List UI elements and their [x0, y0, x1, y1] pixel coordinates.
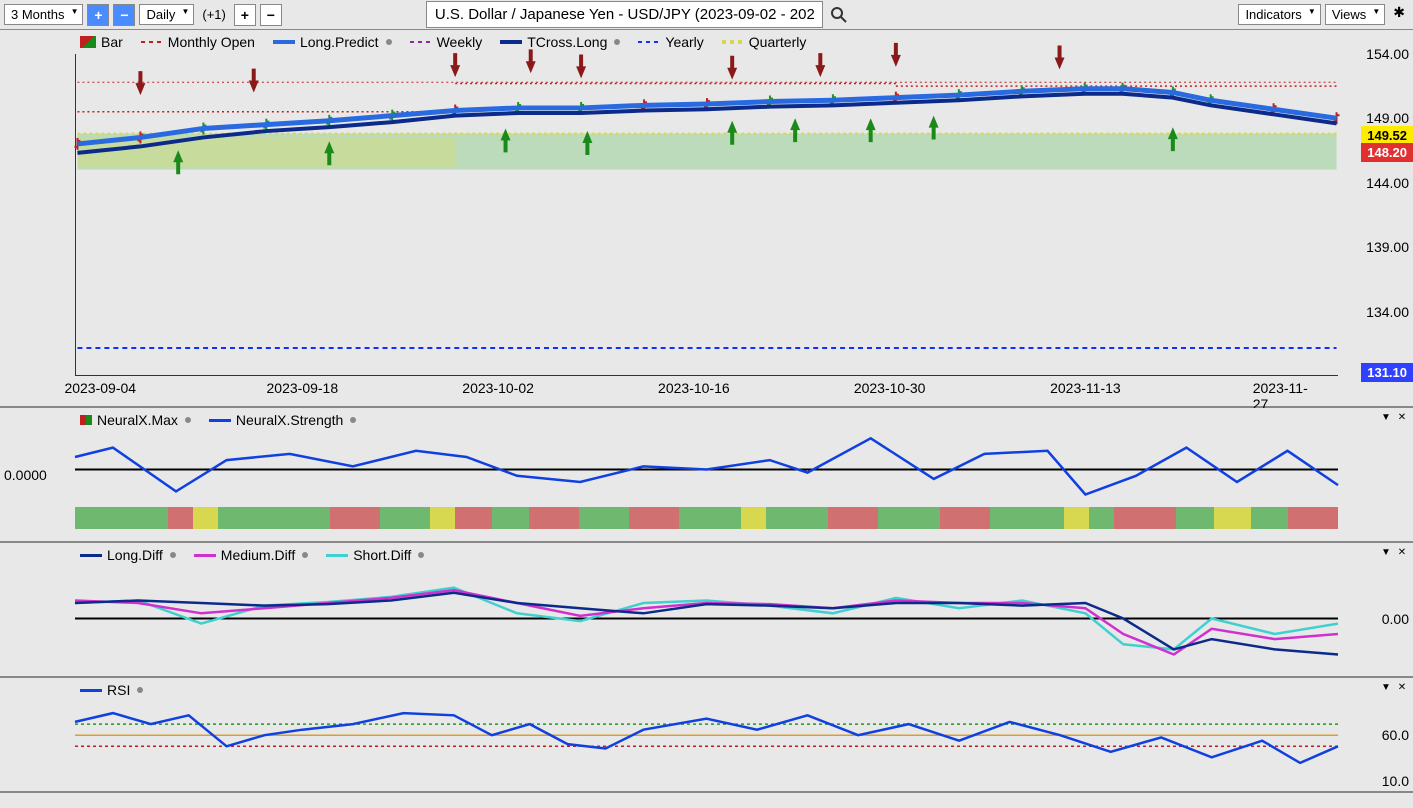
x-axis-labels: 2023-09-042023-09-182023-10-022023-10-16… — [75, 380, 1338, 404]
neural-zero-label: 0.0000 — [4, 467, 47, 483]
panel-close-icon[interactable]: ✕ — [1395, 410, 1409, 424]
neural-bar — [430, 507, 455, 529]
add-button[interactable]: + — [234, 4, 256, 26]
legend-quarterly[interactable]: Quarterly — [722, 34, 807, 50]
views-select[interactable]: Views — [1325, 4, 1385, 25]
neural-bar — [629, 507, 679, 529]
zoom-out-button[interactable]: − — [113, 4, 135, 26]
rsi-lower-label: 10.0 — [1382, 773, 1409, 789]
legend-long-predict[interactable]: Long.Predict — [273, 34, 392, 50]
neural-bar — [940, 507, 990, 529]
x-tick-label: 2023-10-30 — [854, 380, 926, 396]
neural-bar — [293, 507, 330, 529]
neural-bar — [1288, 507, 1338, 529]
neural-bar — [492, 507, 529, 529]
interval-select[interactable]: Daily — [139, 4, 194, 25]
neural-bar — [679, 507, 741, 529]
neural-bar — [193, 507, 218, 529]
neural-bar — [168, 507, 193, 529]
legend-medium-diff[interactable]: Medium.Diff — [194, 547, 308, 563]
x-tick-label: 2023-10-16 — [658, 380, 730, 396]
neural-bar — [766, 507, 828, 529]
neural-bar — [218, 507, 293, 529]
symbol-title-input[interactable] — [426, 1, 823, 28]
neural-bar — [828, 507, 878, 529]
panel-close-icon[interactable]: ✕ — [1395, 680, 1409, 694]
price-chart-area[interactable] — [75, 54, 1338, 376]
neural-bar — [455, 507, 492, 529]
legend-yearly[interactable]: Yearly — [638, 34, 703, 50]
legend-neural-strength[interactable]: NeuralX.Strength — [209, 412, 356, 428]
range-select[interactable]: 3 Months — [4, 4, 83, 25]
legend-monthly-open[interactable]: Monthly Open — [141, 34, 255, 50]
toolbar: 3 Months + − Daily (+1) + − Indicators V… — [0, 0, 1413, 30]
legend-neural-max[interactable]: NeuralX.Max — [80, 412, 191, 428]
x-tick-label: 2023-09-04 — [64, 380, 136, 396]
diff-panel: ▼✕ Long.Diff Medium.Diff Short.Diff 0.00 — [0, 543, 1413, 678]
neural-panel: ▼✕ NeuralX.Max NeuralX.Strength 0.0000 — [0, 408, 1413, 543]
neural-bar — [1114, 507, 1176, 529]
neural-bar — [741, 507, 766, 529]
legend-tcross-long[interactable]: TCross.Long — [500, 34, 620, 50]
neural-bar — [579, 507, 629, 529]
neural-bar-row — [75, 507, 1338, 529]
price-tag: 148.20 — [1361, 143, 1413, 162]
legend-rsi[interactable]: RSI — [80, 682, 143, 698]
x-tick-label: 2023-10-02 — [462, 380, 534, 396]
panel-menu-icon[interactable]: ▼ — [1379, 410, 1393, 424]
neural-legend: NeuralX.Max NeuralX.Strength — [80, 412, 356, 428]
panel-close-icon[interactable]: ✕ — [1395, 545, 1409, 559]
neural-bar — [990, 507, 1065, 529]
remove-button[interactable]: − — [260, 4, 282, 26]
y-tick-label: 144.00 — [1366, 175, 1409, 191]
neural-bar — [330, 507, 380, 529]
panel-menu-icon[interactable]: ▼ — [1379, 680, 1393, 694]
y-tick-label: 149.00 — [1366, 110, 1409, 126]
y-tick-label: 154.00 — [1366, 46, 1409, 62]
legend-short-diff[interactable]: Short.Diff — [326, 547, 424, 563]
legend-bar[interactable]: Bar — [80, 34, 123, 50]
favorite-icon[interactable]: ✱ — [1389, 4, 1409, 25]
indicators-select[interactable]: Indicators — [1238, 4, 1320, 25]
main-legend: Bar Monthly Open Long.Predict Weekly TCr… — [80, 34, 806, 50]
neural-bar — [1176, 507, 1213, 529]
diff-zero-label: 0.00 — [1382, 611, 1409, 627]
price-tag: 131.10 — [1361, 363, 1413, 382]
neural-bar — [878, 507, 940, 529]
x-tick-label: 2023-09-18 — [267, 380, 339, 396]
neural-bar — [1251, 507, 1288, 529]
neural-bar — [75, 507, 125, 529]
price-chart-panel: Bar Monthly Open Long.Predict Weekly TCr… — [0, 30, 1413, 408]
y-axis-labels: 154.00149.00144.00139.00134.00129.00149.… — [1343, 54, 1413, 376]
zoom-in-button[interactable]: + — [87, 4, 109, 26]
rsi-chart-area[interactable] — [75, 702, 1338, 785]
neural-bar — [1089, 507, 1114, 529]
y-tick-label: 134.00 — [1366, 304, 1409, 320]
diff-legend: Long.Diff Medium.Diff Short.Diff — [80, 547, 424, 563]
rsi-legend: RSI — [80, 682, 143, 698]
panel-menu-icon[interactable]: ▼ — [1379, 545, 1393, 559]
neural-bar — [1214, 507, 1251, 529]
diff-chart-area[interactable] — [75, 567, 1338, 670]
count-label: (+1) — [198, 7, 229, 22]
neural-chart-area[interactable] — [75, 432, 1338, 535]
rsi-upper-label: 60.0 — [1382, 727, 1409, 743]
neural-bar — [125, 507, 169, 529]
neural-bar — [529, 507, 579, 529]
search-icon[interactable] — [827, 3, 851, 27]
rsi-panel: ▼✕ RSI 60.0 10.0 — [0, 678, 1413, 793]
y-tick-label: 139.00 — [1366, 239, 1409, 255]
legend-weekly[interactable]: Weekly — [410, 34, 483, 50]
neural-bar — [1064, 507, 1089, 529]
legend-long-diff[interactable]: Long.Diff — [80, 547, 176, 563]
neural-bar — [380, 507, 430, 529]
x-tick-label: 2023-11-13 — [1050, 380, 1121, 396]
